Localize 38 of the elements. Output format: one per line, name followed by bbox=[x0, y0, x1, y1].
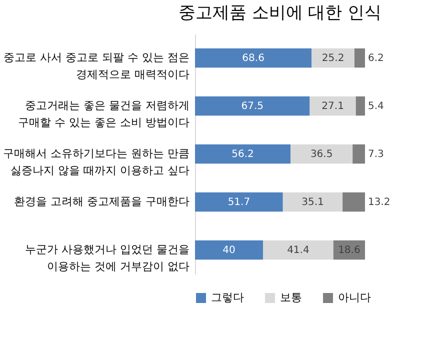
y-tick-label: 중고거래는 좋은 물건을 저렴하게 구매할 수 있는 좋은 소비 방법이다 bbox=[18, 99, 190, 129]
y-tick-label: 중고로 사서 중고로 되팔 수 있는 점은 경제적으로 매력적이다 bbox=[4, 51, 190, 81]
data-label: 36.5 bbox=[310, 149, 333, 160]
bar bbox=[263, 240, 334, 260]
bar bbox=[354, 48, 365, 68]
bar bbox=[310, 96, 356, 116]
bar bbox=[195, 192, 283, 212]
data-label: 25.2 bbox=[322, 53, 344, 64]
bar bbox=[195, 48, 312, 68]
data-label: 7.3 bbox=[368, 149, 384, 160]
legend-label: 그렇다 bbox=[211, 291, 244, 304]
data-label: 40 bbox=[222, 245, 236, 256]
data-label: 18.6 bbox=[338, 245, 360, 256]
legend-label: 보통 bbox=[280, 291, 302, 304]
data-label: 56.2 bbox=[232, 149, 254, 160]
data-label: 41.4 bbox=[287, 245, 310, 256]
bar bbox=[195, 240, 263, 260]
data-label: 35.1 bbox=[302, 197, 324, 208]
bar bbox=[342, 192, 365, 212]
chart-title: 중고제품 소비에 대한 인식 bbox=[178, 3, 382, 23]
data-label: 6.2 bbox=[368, 53, 384, 64]
bar bbox=[312, 48, 354, 68]
bar bbox=[290, 144, 353, 164]
bar bbox=[356, 96, 365, 116]
y-tick-label: 구매해서 소유하기보다는 원하는 만큼 싫증나지 않을 때까지 이용하고 싶다 bbox=[3, 147, 190, 177]
bar bbox=[352, 144, 365, 164]
bar bbox=[282, 192, 343, 212]
data-label: 67.5 bbox=[241, 101, 264, 112]
legend-label: 아니다 bbox=[338, 291, 371, 304]
bar bbox=[195, 96, 310, 116]
data-label: 27.1 bbox=[322, 101, 344, 112]
bar bbox=[195, 144, 291, 164]
data-label: 51.7 bbox=[228, 197, 250, 208]
y-tick-label: 환경을 고려해 중고제품을 구매한다 bbox=[14, 195, 190, 208]
y-tick-label: 누군가 사용했거나 입었던 물건을 이용하는 것에 거부감이 없다 bbox=[25, 243, 190, 273]
data-label: 13.2 bbox=[368, 197, 390, 208]
data-label: 5.4 bbox=[368, 101, 384, 112]
data-label: 68.6 bbox=[242, 53, 264, 64]
